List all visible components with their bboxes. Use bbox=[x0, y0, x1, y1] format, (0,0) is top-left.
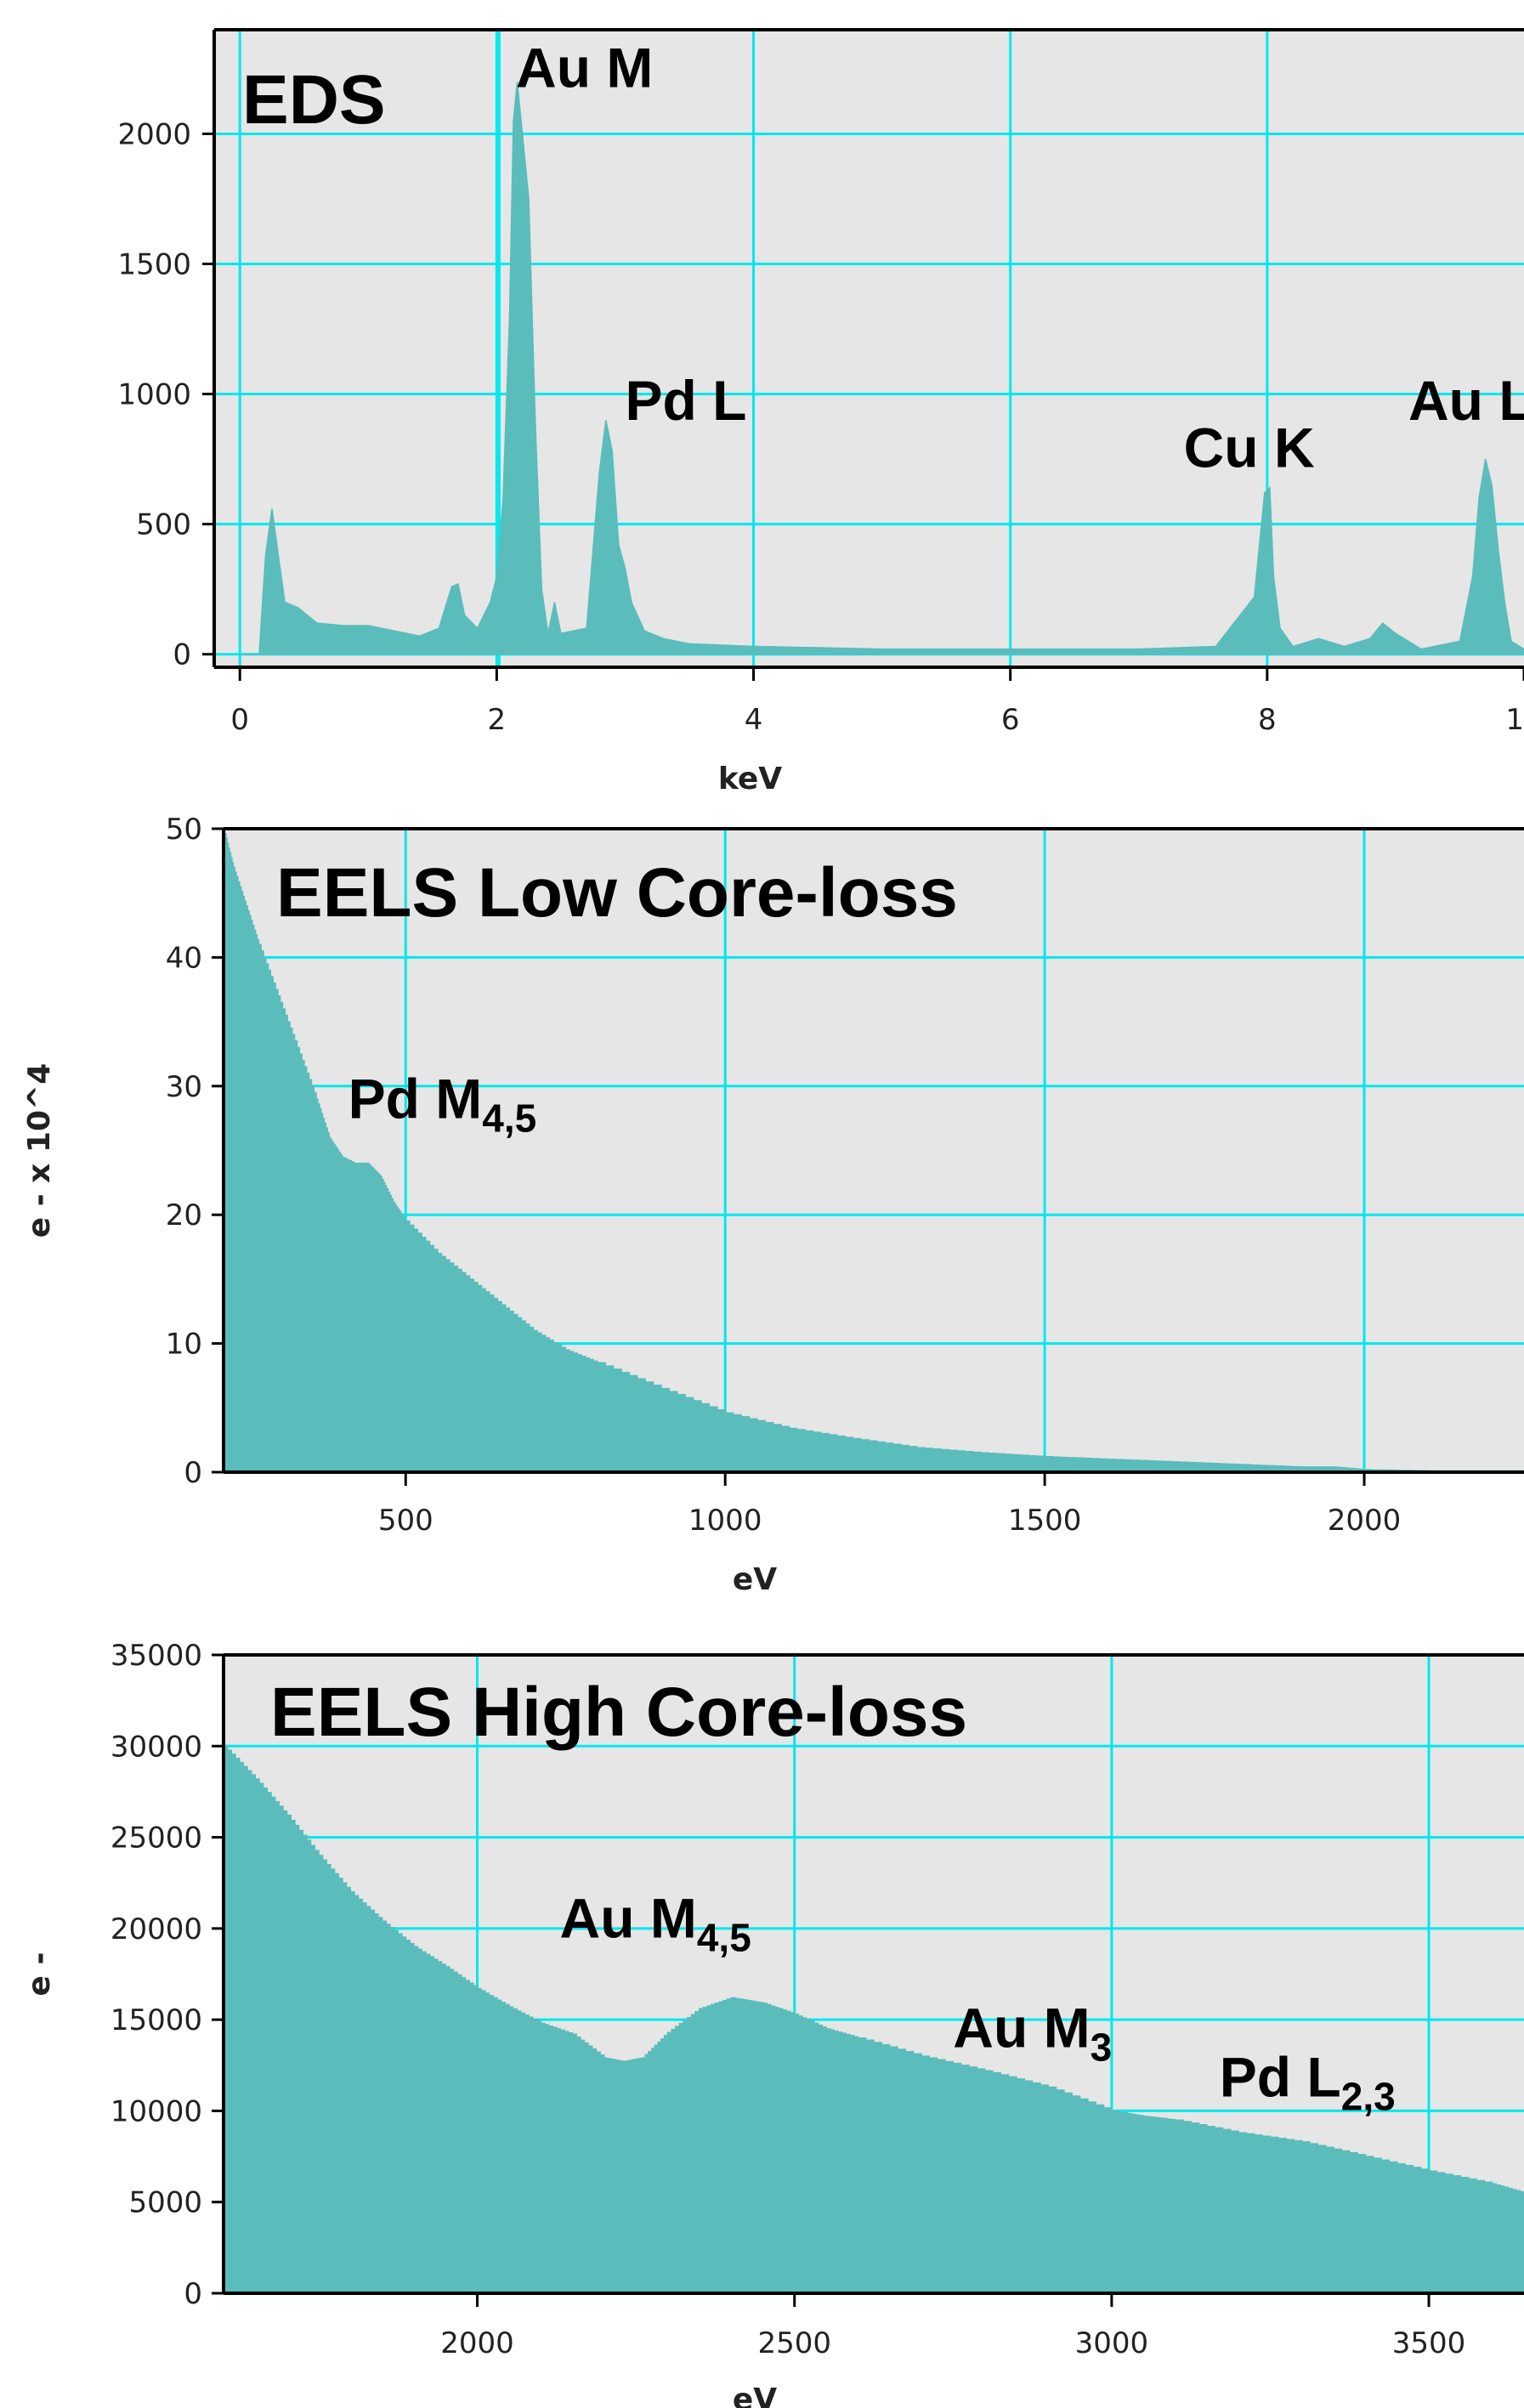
spectrum-series bbox=[223, 1745, 1524, 2294]
peak-label-text: Au M bbox=[953, 1996, 1090, 2059]
x-tick-label: 3000 bbox=[1075, 2326, 1149, 2360]
x-tick-label: 4 bbox=[745, 703, 763, 737]
y-axis-label: e - x 10^4 bbox=[22, 1063, 57, 1238]
y-tick-label: 500 bbox=[136, 508, 191, 542]
chart-title: EELS Low Core-loss bbox=[276, 854, 958, 932]
eds-panel: 0 500 1000 1500 2000 0 2 4 6 8 10 keV EDS Au M Pd L Cu … bbox=[117, 28, 1524, 796]
y-tick-label: 40 bbox=[166, 941, 202, 975]
x-tick-label: 2000 bbox=[1328, 1504, 1402, 1538]
eels-high-core-loss-panel: 0 5000 10000 15000 20000 25000 30000 35000 2000 2… bbox=[22, 1639, 1524, 2408]
y-tick-label: 20 bbox=[166, 1198, 202, 1232]
peak-label-text: Au M bbox=[516, 36, 653, 99]
peak-label-subscript: 4,5 bbox=[697, 1916, 751, 1960]
peak-label-subscript: 2,3 bbox=[1341, 2074, 1396, 2118]
x-tick-label: 1500 bbox=[1008, 1504, 1082, 1538]
y-tick-label: 25000 bbox=[110, 1822, 202, 1856]
spectrum-series bbox=[223, 828, 1524, 1473]
x-tick-label: 2000 bbox=[440, 2326, 514, 2360]
y-tick-label: 0 bbox=[184, 1456, 202, 1490]
x-tick-label: 10 bbox=[1505, 703, 1524, 737]
x-axis-label: eV bbox=[733, 2383, 777, 2408]
y-tick-label: 30000 bbox=[110, 1730, 202, 1764]
eels-low-core-loss-panel: 0 10 20 30 40 50 500 1000 1500 2000 eV e - x 10^4 EE… bbox=[22, 813, 1524, 1597]
y-tick-label: 1500 bbox=[117, 248, 191, 282]
y-tick-label: 0 bbox=[173, 638, 191, 672]
y-tick-label: 10000 bbox=[110, 2094, 202, 2128]
y-tick-label: 2000 bbox=[117, 117, 191, 151]
x-tick-label: 3500 bbox=[1392, 2326, 1466, 2360]
x-tick-label: 2500 bbox=[757, 2326, 831, 2360]
y-tick-label: 10 bbox=[166, 1328, 202, 1362]
peak-label: Pd L2,3 bbox=[1220, 2045, 1396, 2118]
peak-label: Au M bbox=[516, 36, 653, 99]
y-axis-label: e - bbox=[22, 1952, 57, 1997]
peak-label: Pd L bbox=[625, 369, 746, 432]
spectrum-series bbox=[239, 82, 1524, 655]
peak-label-subscript: 4,5 bbox=[482, 1096, 536, 1141]
x-tick-label: 2 bbox=[488, 703, 507, 737]
y-tick-label: 50 bbox=[166, 813, 202, 847]
peak-label: Au M4,5 bbox=[560, 1887, 751, 1960]
y-tick-label: 5000 bbox=[128, 2186, 202, 2220]
x-tick-label: 0 bbox=[230, 703, 249, 737]
y-tick-label: 0 bbox=[184, 2277, 202, 2311]
peak-label: Pd M4,5 bbox=[348, 1068, 537, 1141]
chart-title: EDS bbox=[242, 61, 386, 139]
y-tick-label: 35000 bbox=[110, 1639, 202, 1673]
x-tick-label: 6 bbox=[1001, 703, 1020, 737]
peak-label: Au L bbox=[1408, 369, 1524, 432]
y-tick-label: 20000 bbox=[110, 1912, 202, 1946]
peak-label-text: Au M bbox=[560, 1887, 697, 1950]
peak-label: Cu K bbox=[1184, 416, 1315, 479]
x-tick-label: 1000 bbox=[688, 1504, 762, 1538]
y-tick-label: 30 bbox=[166, 1070, 202, 1104]
x-tick-label: 8 bbox=[1258, 703, 1277, 737]
peak-label-text: Cu K bbox=[1184, 416, 1315, 479]
peak-label: Au M3 bbox=[953, 1996, 1112, 2069]
y-tick-label: 15000 bbox=[110, 2003, 202, 2037]
y-tick-label: 1000 bbox=[117, 378, 191, 412]
chart-title: EELS High Core-loss bbox=[270, 1674, 967, 1751]
x-axis-label: eV bbox=[733, 1562, 777, 1597]
peak-label-text: Pd L bbox=[1220, 2045, 1341, 2108]
peak-label-subscript: 3 bbox=[1091, 2025, 1113, 2069]
peak-label-text: Pd L bbox=[625, 369, 746, 432]
x-axis-label: keV bbox=[718, 762, 782, 796]
peak-label-text: Au L bbox=[1408, 369, 1524, 432]
plot-area bbox=[214, 30, 1524, 667]
x-tick-label: 500 bbox=[378, 1504, 433, 1538]
peak-label-text: Pd M bbox=[348, 1068, 483, 1130]
